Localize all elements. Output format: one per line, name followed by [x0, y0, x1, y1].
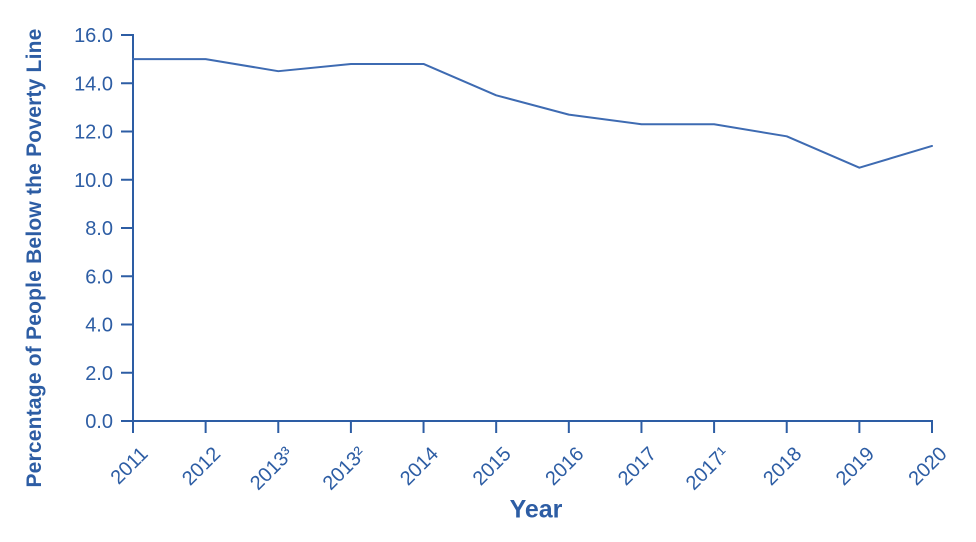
y-tick-label: 10.0	[74, 170, 113, 192]
poverty-rate-line	[132, 58, 933, 169]
x-tick-label: 2020	[905, 443, 952, 490]
y-tick-label: 0.0	[85, 411, 113, 433]
x-tick-label: 2013³	[246, 443, 298, 495]
x-tick-label: 2019	[832, 443, 879, 490]
x-tick-label: 2014	[396, 443, 443, 490]
x-tick-label: 2012	[178, 443, 225, 490]
x-tick-label: 2017¹	[682, 443, 734, 495]
x-tick-label: 2017	[614, 443, 661, 490]
y-tick-label: 6.0	[85, 266, 113, 288]
y-tick-label: 8.0	[85, 218, 113, 240]
y-tick-label: 2.0	[85, 363, 113, 385]
x-tick-label: 2013²	[319, 443, 371, 495]
y-axis-title: Percentage of People Below the Poverty L…	[23, 28, 46, 488]
y-tick-label: 4.0	[85, 315, 113, 337]
x-tick-label: 2016	[541, 443, 588, 490]
x-tick-label: 2018	[759, 443, 806, 490]
y-tick-label: 14.0	[74, 73, 113, 95]
x-tick-label: 2015	[469, 443, 516, 490]
y-tick-label: 16.0	[74, 25, 113, 47]
y-tick-label: 12.0	[74, 122, 113, 144]
x-axis-title: Year	[509, 495, 563, 524]
x-tick-label: 2011	[107, 443, 153, 489]
